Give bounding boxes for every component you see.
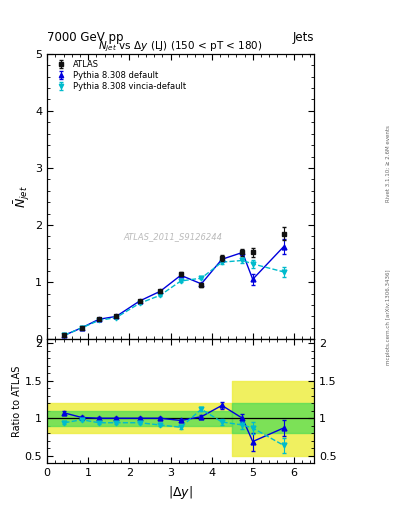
X-axis label: $|\Delta y|$: $|\Delta y|$ <box>168 484 193 501</box>
Text: ATLAS_2011_S9126244: ATLAS_2011_S9126244 <box>123 232 222 241</box>
Legend: ATLAS, Pythia 8.308 default, Pythia 8.308 vincia-default: ATLAS, Pythia 8.308 default, Pythia 8.30… <box>51 58 188 93</box>
Y-axis label: Ratio to ATLAS: Ratio to ATLAS <box>12 366 22 437</box>
Text: Rivet 3.1.10; ≥ 2.6M events: Rivet 3.1.10; ≥ 2.6M events <box>386 125 391 202</box>
Title: $N_{jet}$ vs $\Delta y$ (LJ) (150 < pT < 180): $N_{jet}$ vs $\Delta y$ (LJ) (150 < pT <… <box>99 39 263 54</box>
Text: 7000 GeV pp: 7000 GeV pp <box>47 31 124 44</box>
Y-axis label: $\bar{N}_{jet}$: $\bar{N}_{jet}$ <box>13 185 32 208</box>
Text: mcplots.cern.ch [arXiv:1306.3436]: mcplots.cern.ch [arXiv:1306.3436] <box>386 270 391 365</box>
Text: Jets: Jets <box>293 31 314 44</box>
